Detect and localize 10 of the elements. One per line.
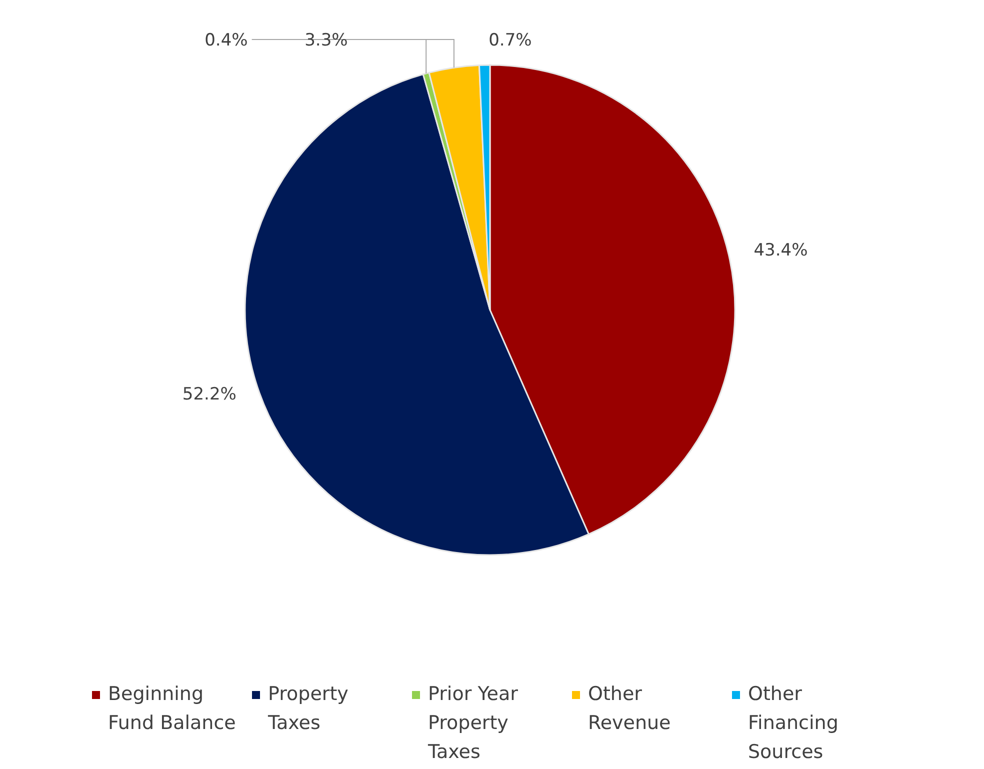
data-label: 0.7%: [488, 30, 532, 50]
legend-label: Property Taxes: [267, 683, 348, 734]
legend-label: Other Financing Sources: [748, 683, 838, 763]
legend-label: Other Revenue: [588, 683, 671, 734]
legend-label: Beginning Fund Balance: [108, 683, 236, 734]
data-label: 43.4%: [754, 240, 808, 261]
data-label: 0.4%: [204, 30, 248, 50]
legend-label: Prior Year Property Taxes: [427, 683, 518, 763]
data-label: 52.2%: [182, 384, 236, 405]
data-label: 3.3%: [304, 30, 348, 50]
